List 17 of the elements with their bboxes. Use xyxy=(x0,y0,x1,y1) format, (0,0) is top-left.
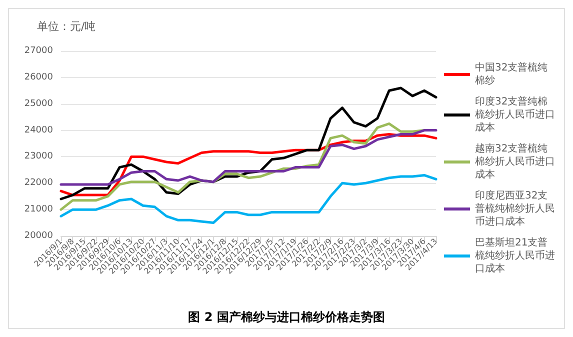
y-tick-label: 21000 xyxy=(24,204,54,215)
legend-label: 印度尼西亚32支普梳纯棉纱折人民币进口成本 xyxy=(475,190,555,228)
line-series xyxy=(60,174,438,224)
line-series xyxy=(60,129,438,186)
text: 图 2 国产棉纱与进口棉纱价格走势图 xyxy=(188,310,385,324)
y-tick-label: 20000 xyxy=(24,231,54,241)
y-tick-label: 25000 xyxy=(24,98,54,109)
y-axis-title: 单位：元/吨 xyxy=(37,20,96,33)
legend-label: 印度32支普纯棉梳纱折人民币进口成本 xyxy=(475,96,555,134)
y-tick-label: 24000 xyxy=(24,125,54,136)
legend-label: 巴基斯坦21支普梳纯纱折人民币进口成本 xyxy=(475,236,555,274)
y-tick-label: 26000 xyxy=(24,72,54,82)
y-tick-label: 22000 xyxy=(24,178,54,188)
y-tick-label: 27000 xyxy=(24,46,54,56)
y-tick-label: 23000 xyxy=(24,152,54,162)
legend-label: 越南32支普梳纯棉纱折人民币进口成本 xyxy=(475,142,555,180)
legend-label: 中国32支普梳纯棉纱 xyxy=(475,62,548,86)
